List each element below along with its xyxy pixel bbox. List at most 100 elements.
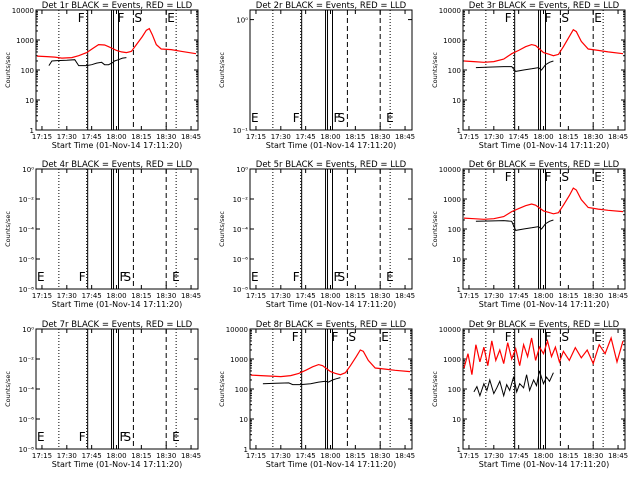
y-axis-label: Counts/sec xyxy=(218,211,226,247)
chart-title: Det 1r BLACK = Events, RED = LLD xyxy=(42,1,193,11)
x-tick-label: 17:45 xyxy=(509,292,529,300)
flag-label: F xyxy=(505,170,512,184)
x-tick-label: 18:00 xyxy=(320,292,340,300)
chart-panel-8: Det 8r BLACK = Events, RED = LLD 17:15 17:… xyxy=(218,320,415,469)
x-tick-label: 17:15 xyxy=(459,133,479,141)
lld-series-line xyxy=(463,187,624,220)
flag-label: S xyxy=(123,430,131,444)
x-tick-label: 17:45 xyxy=(509,133,529,141)
y-tick-label: 10000 xyxy=(439,7,461,15)
x-tick-label: 18:15 xyxy=(558,292,578,300)
y-tick-label: 10000 xyxy=(12,7,34,15)
x-tick-label: 17:45 xyxy=(296,133,316,141)
x-tick-label: 17:30 xyxy=(484,452,504,460)
y-tick-label: 10⁻⁸ xyxy=(19,286,35,294)
y-tick-label: 10⁻² xyxy=(233,196,249,204)
chart-panel-7: Det 7r BLACK = Events, RED = LLD 17:15 17:… xyxy=(4,320,201,469)
events-series-line xyxy=(262,377,341,386)
y-axis-label: Counts/sec xyxy=(218,52,226,88)
y-tick-label: 1 xyxy=(457,127,461,135)
flag-label: S xyxy=(337,111,345,125)
y-tick-label: 1 xyxy=(457,286,461,294)
x-axis-label: Start Time (01-Nov-14 17:11:20) xyxy=(266,300,396,309)
y-tick-label: 10000 xyxy=(439,326,461,334)
y-tick-label: 10⁻⁶ xyxy=(19,416,35,424)
y-tick-label: 10⁰ xyxy=(22,326,34,334)
y-axis-label: Counts/sec xyxy=(431,211,439,247)
x-tick-label: 18:15 xyxy=(345,452,365,460)
x-tick-label: 17:30 xyxy=(484,292,504,300)
y-tick-label: 10⁰ xyxy=(236,17,248,25)
flag-label: E xyxy=(37,430,45,444)
y-tick-label: 10 xyxy=(239,416,248,424)
x-tick-label: 18:45 xyxy=(608,133,628,141)
chart-panel-3: Det 3r BLACK = Events, RED = LLD 17:15 17:… xyxy=(431,1,628,150)
y-tick-label: 1000 xyxy=(230,356,248,364)
x-tick-label: 18:30 xyxy=(156,292,176,300)
y-tick-label: 1 xyxy=(244,446,248,454)
x-tick-label: 17:15 xyxy=(459,452,479,460)
chart-title: Det 2r BLACK = Events, RED = LLD xyxy=(256,1,407,11)
y-tick-label: 10⁻⁸ xyxy=(19,446,35,454)
y-tick-label: 10 xyxy=(452,97,461,105)
plot-frame xyxy=(462,168,626,290)
x-tick-label: 18:00 xyxy=(320,133,340,141)
x-tick-label: 18:45 xyxy=(608,292,628,300)
chart-title: Det 5r BLACK = Events, RED = LLD xyxy=(256,160,407,170)
flag-label: F xyxy=(293,111,300,125)
y-axis-label: Counts/sec xyxy=(4,211,12,247)
x-axis-label: Start Time (01-Nov-14 17:11:20) xyxy=(52,141,182,150)
x-tick-label: 18:30 xyxy=(370,452,390,460)
y-axis-label: Counts/sec xyxy=(4,371,12,407)
y-tick-label: 10⁻⁶ xyxy=(19,256,35,264)
x-tick-label: 17:30 xyxy=(57,292,77,300)
flag-label: S xyxy=(561,330,569,344)
flag-label: F xyxy=(332,330,339,344)
chart-panel-6: Det 6r BLACK = Events, RED = LLD 17:15 17:… xyxy=(431,160,628,309)
plot-frame xyxy=(462,9,626,131)
flag-label: F xyxy=(505,330,512,344)
x-tick-label: 18:45 xyxy=(181,292,201,300)
x-tick-label: 17:45 xyxy=(296,292,316,300)
y-axis-label: Counts/sec xyxy=(218,371,226,407)
x-tick-label: 17:15 xyxy=(246,452,266,460)
x-tick-label: 17:30 xyxy=(57,133,77,141)
flag-label: F xyxy=(292,330,299,344)
chart-title: Det 9r BLACK = Events, RED = LLD xyxy=(469,320,620,330)
y-tick-label: 1000 xyxy=(443,37,461,45)
flag-label: E xyxy=(251,111,259,125)
x-tick-label: 18:15 xyxy=(131,292,151,300)
flag-label: S xyxy=(561,170,569,184)
y-tick-label: 10000 xyxy=(439,166,461,174)
x-tick-label: 18:30 xyxy=(583,452,603,460)
lld-series-line xyxy=(36,27,197,59)
x-tick-label: 18:15 xyxy=(558,452,578,460)
y-tick-label: 10⁻⁴ xyxy=(19,226,35,234)
x-tick-label: 17:30 xyxy=(271,292,291,300)
x-tick-label: 17:30 xyxy=(271,452,291,460)
y-tick-label: 1000 xyxy=(443,356,461,364)
y-tick-label: 10⁰ xyxy=(236,166,248,174)
flag-label: E xyxy=(386,270,394,284)
y-tick-label: 1 xyxy=(457,446,461,454)
y-axis-label: Counts/sec xyxy=(431,52,439,88)
x-axis-label: Start Time (01-Nov-14 17:11:20) xyxy=(266,460,396,469)
chart-panel-5: Det 5r BLACK = Events, RED = LLD 17:15 17:… xyxy=(218,160,415,309)
flag-label: E xyxy=(37,270,45,284)
x-tick-label: 17:15 xyxy=(32,292,52,300)
x-axis-label: Start Time (01-Nov-14 17:11:20) xyxy=(52,460,182,469)
x-tick-label: 18:00 xyxy=(106,133,126,141)
flag-label: F xyxy=(79,430,86,444)
y-tick-label: 100 xyxy=(448,226,461,234)
flag-label: E xyxy=(172,270,180,284)
x-axis-label: Start Time (01-Nov-14 17:11:20) xyxy=(266,141,396,150)
y-tick-label: 1 xyxy=(30,127,34,135)
x-tick-label: 17:15 xyxy=(32,133,52,141)
lld-series-line xyxy=(463,28,624,63)
x-tick-label: 17:45 xyxy=(296,452,316,460)
x-tick-label: 17:15 xyxy=(246,292,266,300)
x-tick-label: 18:00 xyxy=(106,292,126,300)
flag-label: E xyxy=(386,111,394,125)
y-tick-label: 100 xyxy=(21,67,34,75)
